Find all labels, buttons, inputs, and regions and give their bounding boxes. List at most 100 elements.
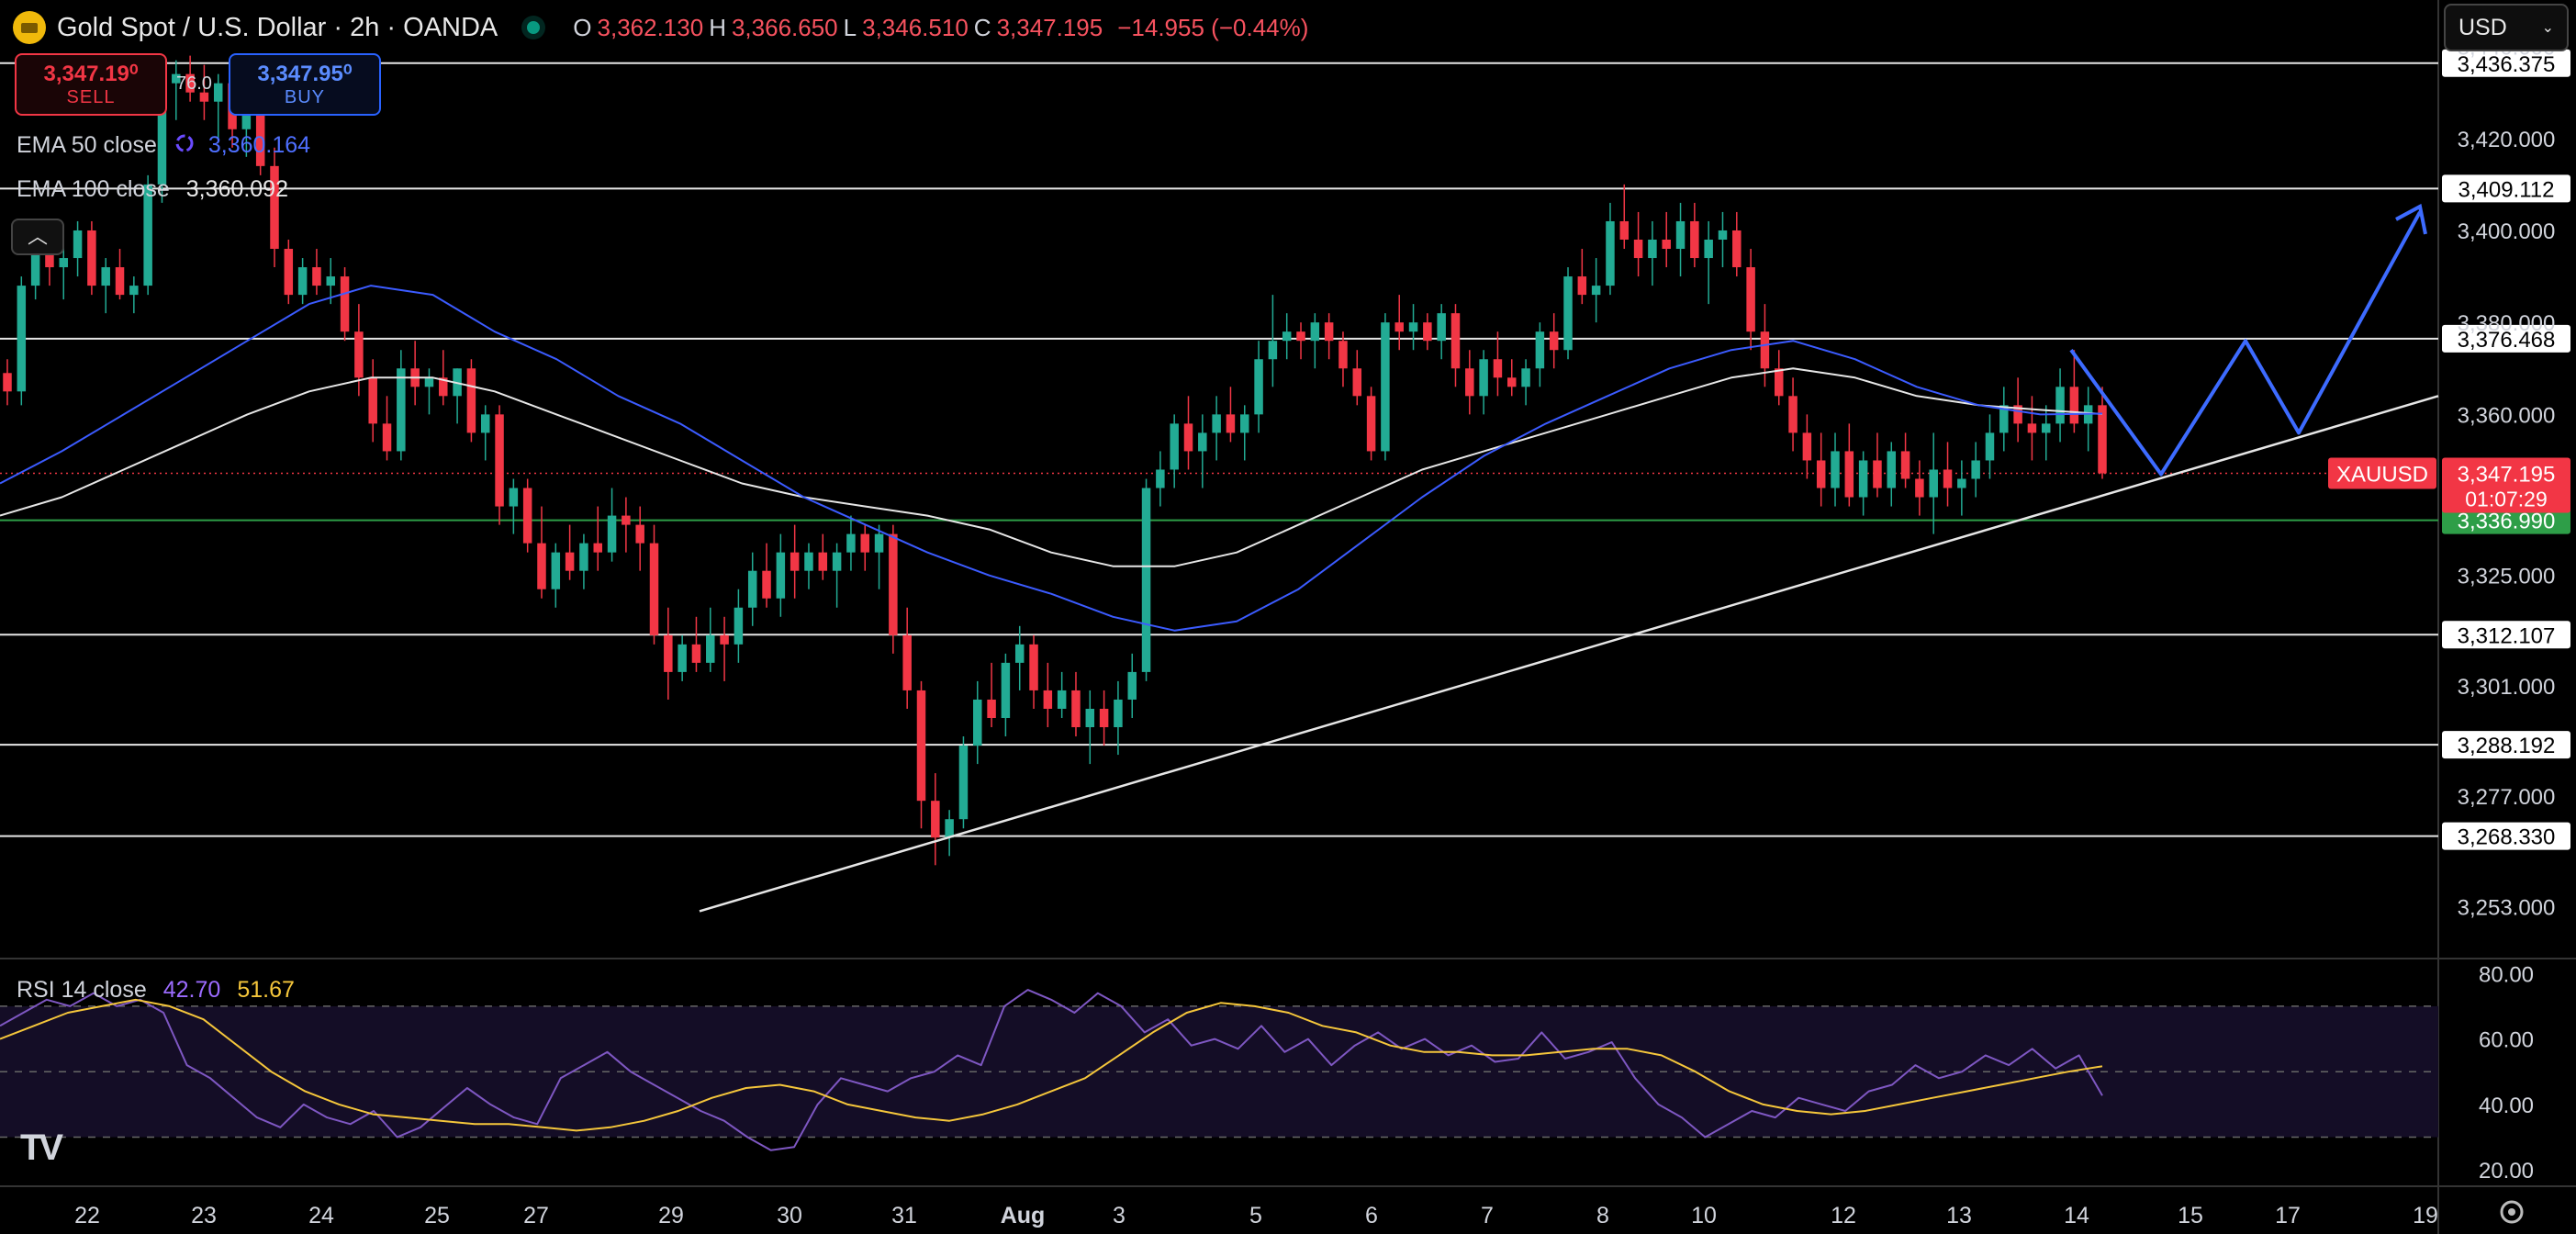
- candle: [1929, 432, 1938, 534]
- drawings-layer[interactable]: [699, 203, 2439, 913]
- time-tick-label: 29: [658, 1203, 684, 1228]
- level-price-label: 3,376.468: [2458, 328, 2556, 353]
- change-value: −14.955 (−0.44%): [1117, 13, 1309, 41]
- candle-body: [1170, 423, 1179, 470]
- candle: [1057, 671, 1067, 718]
- candle: [410, 341, 420, 406]
- chevron-down-icon: ⌄: [2541, 20, 2554, 36]
- candle-body: [804, 552, 813, 571]
- time-tick-label: 7: [1481, 1203, 1494, 1228]
- candle: [1310, 313, 1320, 369]
- current-price-tag: [2442, 457, 2570, 513]
- ema100-line: [0, 367, 2103, 567]
- candle: [143, 174, 152, 296]
- candle-body: [1746, 267, 1755, 332]
- candle: [1366, 387, 1376, 461]
- candle: [607, 488, 617, 562]
- candle: [635, 506, 644, 571]
- candle-body: [1465, 368, 1474, 397]
- currency-select[interactable]: USD ⌄: [2444, 4, 2569, 51]
- candle: [439, 350, 448, 406]
- candle-body: [2098, 405, 2107, 474]
- candle-body: [874, 533, 884, 553]
- close-value: 3,347.195: [996, 13, 1103, 41]
- candle-body: [818, 552, 828, 571]
- buy-label: BUY: [284, 87, 325, 107]
- buy-button[interactable]: 3,347.95⁰ BUY: [228, 53, 381, 116]
- candle: [368, 359, 377, 443]
- candle: [129, 276, 139, 314]
- candle-body: [622, 515, 631, 525]
- candle-body: [790, 552, 800, 571]
- candle: [509, 478, 519, 534]
- candle: [466, 359, 476, 443]
- rsi-legend[interactable]: RSI 14 close 42.70 51.67: [17, 977, 295, 1004]
- ema100-legend[interactable]: EMA 100 close 3,360.092: [17, 176, 288, 203]
- sell-button[interactable]: 3,347.19⁰ SELL: [15, 53, 167, 116]
- candle-body: [1296, 331, 1305, 342]
- candle-body: [255, 110, 265, 166]
- candle: [382, 396, 392, 461]
- candle: [1774, 350, 1784, 406]
- open-value: 3,362.130: [597, 13, 704, 41]
- candle-body: [1648, 240, 1657, 259]
- spread-value: 76.0: [176, 73, 212, 94]
- candle-body: [2069, 387, 2079, 424]
- ema50-legend[interactable]: EMA 50 close 3,360.164: [17, 132, 310, 161]
- candle-body: [551, 552, 561, 589]
- candle: [1619, 184, 1630, 250]
- candle: [1887, 442, 1897, 507]
- sell-label: SELL: [66, 87, 116, 107]
- candle-body: [1366, 396, 1376, 452]
- candle-body: [1324, 322, 1334, 342]
- price-tick-label: 3,325.000: [2458, 565, 2556, 589]
- price-tick-label: 3,360.000: [2458, 403, 2556, 428]
- candle: [860, 524, 869, 571]
- candle-body: [1985, 432, 1995, 461]
- low-value: 3,346.510: [862, 13, 969, 41]
- candle: [1493, 331, 1503, 397]
- candle-body: [1957, 478, 1966, 488]
- candle: [1212, 396, 1221, 461]
- symbol-title[interactable]: Gold Spot / U.S. Dollar · 2h · OANDA: [57, 12, 498, 42]
- candle: [537, 506, 546, 599]
- candle-body: [1212, 414, 1221, 433]
- candle-body: [1282, 331, 1292, 342]
- candle: [1675, 202, 1686, 277]
- symbol-header: Gold Spot / U.S. Dollar · 2h · OANDA O 3,…: [13, 9, 1308, 46]
- candle-body: [734, 607, 744, 645]
- low-label: L: [843, 13, 857, 41]
- candle: [326, 258, 336, 305]
- candle-body: [1071, 690, 1081, 728]
- candle: [1338, 331, 1348, 387]
- candle: [1085, 690, 1095, 765]
- current-price-label: 3,347.195: [2458, 463, 2556, 488]
- candle: [354, 304, 364, 397]
- candle-body: [565, 552, 575, 571]
- candle-body: [1254, 359, 1263, 415]
- currency-value: USD: [2458, 14, 2507, 40]
- candle: [199, 64, 209, 120]
- candle: [522, 478, 532, 553]
- candle: [1971, 442, 1980, 498]
- candle: [495, 405, 504, 525]
- settings-gear-icon[interactable]: [2495, 1195, 2528, 1228]
- candle: [1648, 220, 1657, 286]
- time-tick-label: 12: [1831, 1203, 1856, 1228]
- candle: [1957, 460, 1966, 516]
- collapse-legend-button[interactable]: ︿: [11, 219, 64, 255]
- candle-body: [1029, 644, 1038, 690]
- candle-body: [522, 488, 532, 544]
- candle: [1296, 322, 1305, 360]
- candle-body: [1802, 432, 1812, 461]
- candle: [1606, 202, 1615, 296]
- candle: [1156, 451, 1165, 507]
- candle: [1535, 322, 1545, 387]
- rsi-tick-label: 20.00: [2479, 1159, 2534, 1184]
- candle-body: [1563, 276, 1573, 351]
- ema100-value: 3,360.092: [185, 176, 288, 202]
- loading-icon: [174, 132, 194, 161]
- candle: [762, 543, 771, 608]
- candle: [664, 607, 673, 700]
